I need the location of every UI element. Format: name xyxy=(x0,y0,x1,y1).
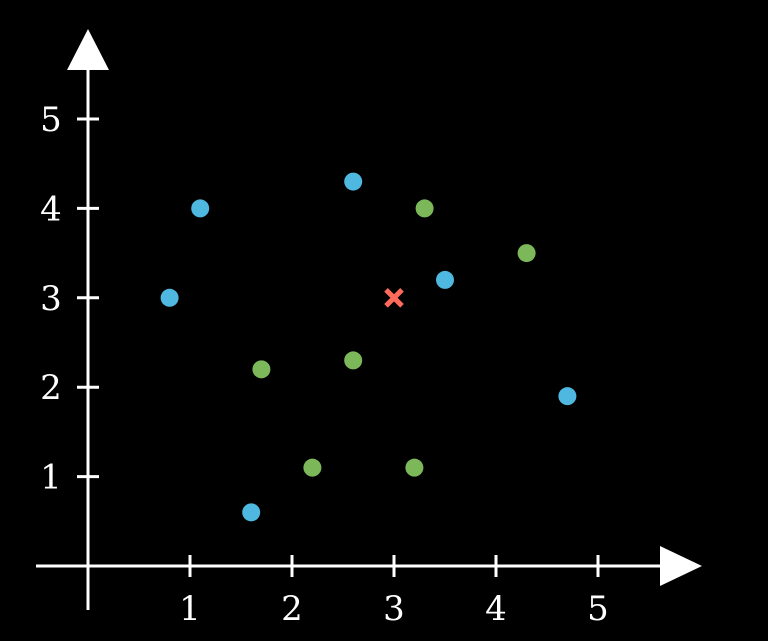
y-axis-arrow xyxy=(67,29,109,70)
x-axis-arrow xyxy=(660,546,702,586)
y-tick-label: 2 xyxy=(40,368,62,408)
green-data-point xyxy=(344,351,363,370)
x-tick-label: 3 xyxy=(383,589,405,629)
data-points xyxy=(160,172,577,522)
blue-data-point xyxy=(191,199,210,218)
blue-data-point xyxy=(160,288,179,307)
green-data-point xyxy=(252,360,271,379)
blue-data-point xyxy=(436,270,454,289)
y-tick-label: 3 xyxy=(40,279,62,319)
green-data-point xyxy=(415,199,434,218)
y-tick-label: 1 xyxy=(40,458,62,498)
blue-data-point xyxy=(344,172,363,191)
ticks: 1 2 3 4 5 1 2 3 4 5 xyxy=(40,100,609,629)
axes xyxy=(36,29,702,610)
x-tick-label: 4 xyxy=(485,589,507,629)
blue-data-point xyxy=(242,503,261,522)
x-tick-label: 1 xyxy=(179,589,201,629)
y-tick-label: 5 xyxy=(40,100,62,140)
green-data-point xyxy=(303,458,322,477)
green-data-point xyxy=(405,458,424,477)
green-data-point xyxy=(517,244,536,263)
x-tick-label: 5 xyxy=(587,589,609,629)
y-tick-label: 4 xyxy=(40,189,62,229)
query-point-cross xyxy=(384,288,404,308)
blue-data-point xyxy=(558,387,577,406)
x-tick-label: 2 xyxy=(281,589,303,629)
